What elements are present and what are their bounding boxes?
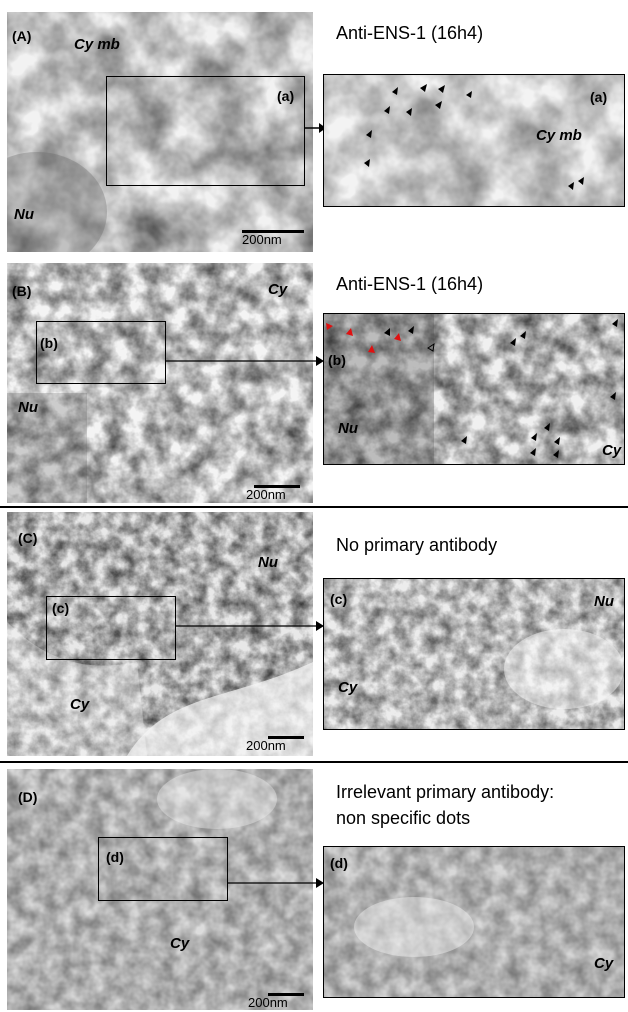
zoom-letter-c: (c) — [330, 591, 348, 607]
separator-cd — [0, 761, 628, 763]
zoom-label-nu: Nu — [338, 420, 358, 437]
label-nu: Nu — [14, 206, 34, 223]
inset-box-c — [46, 596, 176, 660]
zoom-label-cy-mb: Cy mb — [536, 127, 582, 144]
zoom-label-nu: Nu — [594, 593, 614, 610]
panel-letter-a: (A) — [12, 28, 32, 44]
label-cy: Cy — [170, 935, 190, 952]
panel-a: (A) Cy mb Nu (a) 200nm Anti-ENS-1 (16h4)… — [0, 0, 628, 255]
caption-d-line2: non specific dots — [336, 808, 471, 828]
inset-box-a — [106, 76, 305, 186]
label-cy-mb: Cy mb — [74, 36, 120, 53]
zoom-letter-a: (a) — [590, 89, 608, 105]
panel-letter-d: (D) — [18, 789, 38, 805]
panel-c: (C) Nu Cy (c) 200nm No primary antibody … — [0, 508, 628, 760]
inset-letter-c: (c) — [52, 600, 70, 616]
arrow-a — [305, 123, 326, 133]
micrograph-c — [7, 512, 313, 756]
label-nu: Nu — [18, 399, 38, 416]
caption-d-line1: Irrelevant primary antibody: — [336, 782, 555, 802]
inset-letter-a: (a) — [277, 88, 295, 104]
zoom-label-cy: Cy — [602, 442, 622, 459]
arrow-b — [166, 356, 324, 366]
caption-c: No primary antibody — [336, 535, 498, 555]
inset-letter-b: (b) — [40, 335, 58, 351]
arrow-d — [228, 878, 324, 888]
zoom-letter-d: (d) — [330, 855, 348, 871]
panel-d: (D) Cy (d) 200nm Irrelevant primary anti… — [0, 763, 628, 1012]
panel-letter-c: (C) — [18, 530, 38, 546]
panel-letter-b: (B) — [12, 283, 32, 299]
scalebar-a: 200nm — [242, 230, 304, 247]
caption-b: Anti-ENS-1 (16h4) — [336, 274, 484, 294]
label-cy: Cy — [268, 281, 288, 298]
inset-box-b — [36, 321, 166, 384]
zoom-image-b: (b) Nu Cy — [323, 313, 625, 465]
scalebar-d: 200nm — [248, 993, 304, 1010]
zoom-label-cy: Cy — [338, 679, 358, 696]
inset-box-d — [98, 837, 228, 901]
zoom-image-c: (c) Nu Cy — [323, 578, 625, 730]
arrow-c — [176, 621, 324, 631]
label-cy: Cy — [70, 696, 90, 713]
scalebar-c: 200nm — [246, 736, 304, 753]
zoom-label-cy: Cy — [594, 955, 614, 972]
separator-bc — [0, 506, 628, 508]
caption-a: Anti-ENS-1 (16h4) — [336, 23, 484, 43]
zoom-letter-b: (b) — [328, 352, 346, 368]
panel-b: (B) Cy Nu (b) 200nm Anti-ENS-1 (16h4) — [0, 255, 628, 505]
zoom-image-a: (a) Cy mb — [323, 74, 625, 207]
zoom-image-d: (d) Cy — [323, 846, 625, 998]
inset-letter-d: (d) — [106, 849, 124, 865]
micrograph-a — [7, 12, 313, 252]
label-nu: Nu — [258, 554, 278, 571]
micrograph-d — [7, 769, 313, 1010]
scalebar-b: 200nm — [246, 485, 300, 502]
